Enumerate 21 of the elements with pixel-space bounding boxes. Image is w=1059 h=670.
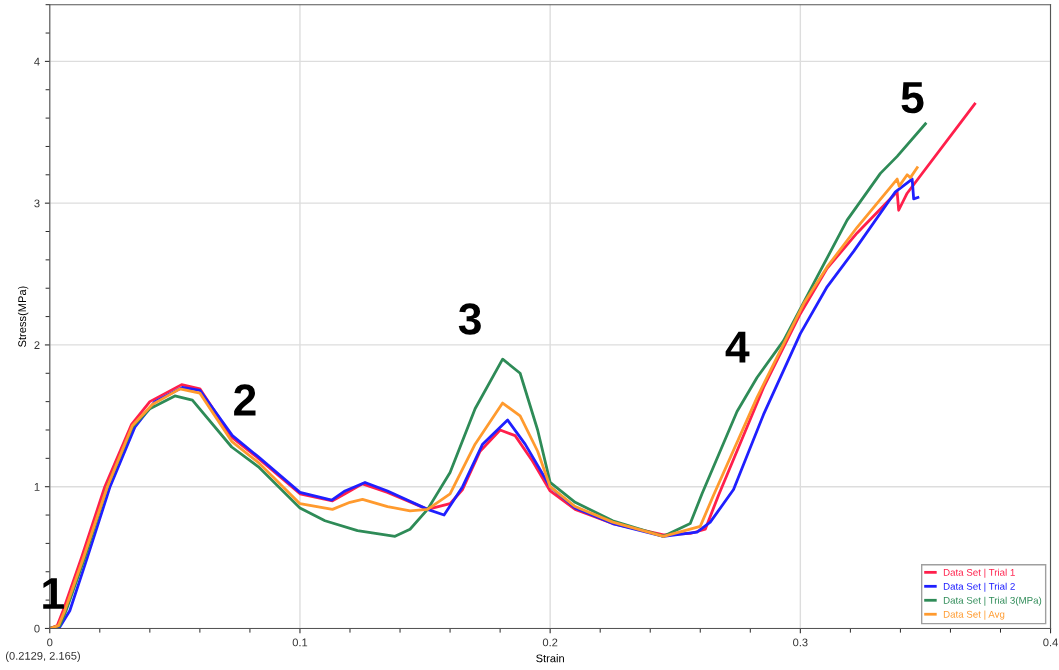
y-tick-label: 3 <box>34 199 40 208</box>
annotation: 2 <box>234 384 256 416</box>
x-tick-label: 0.3 <box>793 638 808 647</box>
y-tick-label: 0 <box>34 624 40 633</box>
annotation: 3 <box>458 303 481 335</box>
y-tick-label: 1 <box>34 483 40 491</box>
y-tick-label: 2 <box>34 341 40 349</box>
x-axis-title: Strain <box>536 654 564 663</box>
x-tick-label: 0.1 <box>292 638 308 647</box>
x-tick-label: 0 <box>47 638 53 647</box>
text: (0.2129, 2.165) <box>5 651 80 662</box>
x-tick-label: 0.2 <box>542 638 558 647</box>
y-tick-label: 4 <box>34 57 40 66</box>
annotation: 4 <box>725 331 750 363</box>
annotation: 5 <box>901 82 924 114</box>
legend-label: Data Set | Avg <box>943 610 1005 620</box>
legend-label: Data Set | Trial 2 <box>943 582 1015 592</box>
x-tick-label: 0.4 <box>1043 638 1058 647</box>
legend-label: Data Set | Trial 3(MPa) <box>943 596 1042 606</box>
legend-label: Data Set | Trial 1 <box>943 568 1015 578</box>
y-axis-title: Stress(MPa) <box>17 286 29 347</box>
